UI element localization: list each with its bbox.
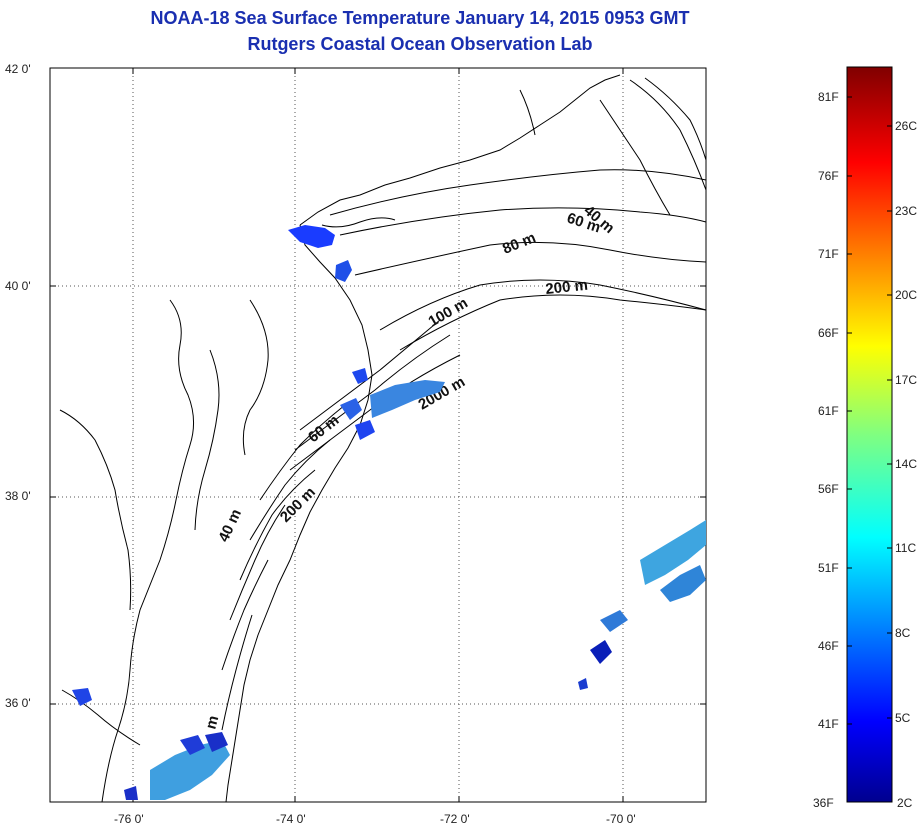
map-ticks [50, 67, 706, 802]
map-frame [49, 67, 707, 803]
colorbar-label-5c: 5C [895, 711, 911, 725]
colorbar-label-56f: 56F [818, 482, 839, 496]
lon-label-76: -76 0' [114, 812, 144, 826]
contour-label-200m-north: 200 m [545, 277, 589, 298]
colorbar-label-51f: 51F [818, 561, 839, 575]
lat-label-38: 38 0' [5, 489, 31, 503]
lat-label-36: 36 0' [5, 696, 31, 710]
lon-label-74: -74 0' [276, 812, 306, 826]
colorbar [846, 66, 893, 803]
colorbar-label-71f: 71F [818, 247, 839, 261]
colorbar-label-17c: 17C [895, 373, 918, 387]
colorbar-label-11c: 11C [895, 541, 917, 555]
colorbar-label-81f: 81F [818, 90, 839, 104]
sst-data-patches [72, 225, 706, 800]
colorbar-label-20c: 20C [895, 288, 918, 302]
map-subtitle: Rutgers Coastal Ocean Observation Lab [247, 34, 593, 54]
colorbar-label-76f: 76F [818, 169, 839, 183]
lon-label-72: -72 0' [440, 812, 470, 826]
colorbar-label-46f: 46F [818, 639, 839, 653]
lon-label-70: -70 0' [606, 812, 636, 826]
lat-label-42: 42 0' [5, 62, 31, 76]
coastline [59, 74, 671, 803]
colorbar-label-2c: 2C [897, 796, 913, 810]
colorbar-ticks [847, 96, 892, 725]
bathymetry-contours [221, 77, 707, 731]
colorbar-label-8c: 8C [895, 626, 911, 640]
lat-label-40: 40 0' [5, 279, 31, 293]
colorbar-label-41f: 41F [818, 717, 839, 731]
contour-label-m: m [202, 714, 222, 731]
map-grid [50, 68, 706, 802]
colorbar-label-14c: 14C [895, 457, 918, 471]
colorbar-label-36f: 36F [813, 796, 834, 810]
colorbar-label-61f: 61F [818, 404, 839, 418]
colorbar-label-66f: 66F [818, 326, 839, 340]
colorbar-label-26c: 26C [895, 119, 918, 133]
colorbar-label-23c: 23C [895, 204, 918, 218]
map-title: NOAA-18 Sea Surface Temperature January … [150, 8, 690, 28]
